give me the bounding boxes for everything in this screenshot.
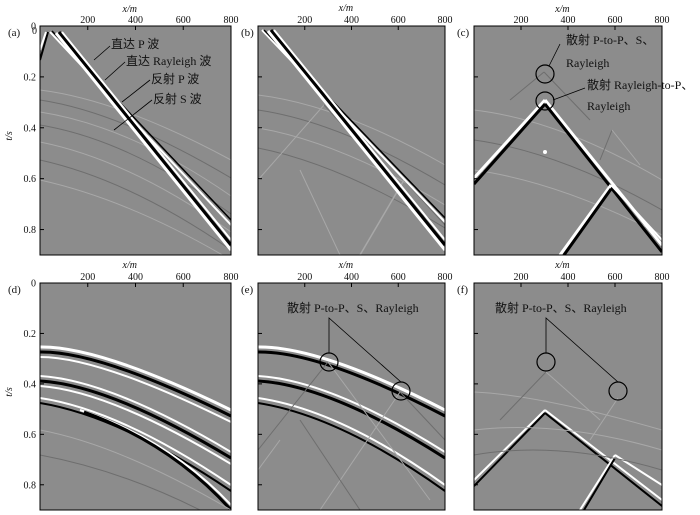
panel-c-leader-2 (552, 87, 586, 101)
panel-e-annotation-1: 散射 P-to-P、S、Rayleigh (287, 300, 419, 315)
panel-d-x-tick-label: 400 (128, 272, 143, 283)
panel-a-annotation-4: 反射 S 波 (153, 91, 202, 106)
panel-d-y-tick-label: 0 (31, 279, 36, 290)
panel-d-x-tick-label: 800 (224, 272, 239, 283)
panel-a-background (40, 26, 231, 255)
panel-d-y-tick-label: 0.8 (24, 480, 37, 491)
panel-c-x-tick-label: 800 (655, 15, 670, 26)
panel-c-scatter-marker-1 (535, 64, 555, 84)
panel-a: (a) 直达 P 波 直达 Rayleigh 波 反射 P 波 反射 S 波 (8, 25, 232, 256)
panel-c-annotation-3: 散射 Rayleigh-to-P、 (587, 77, 693, 92)
panel-a-y-tick-label: 0.8 (24, 225, 37, 236)
panel-d-y-tick-label: 0.4 (24, 379, 37, 390)
panel-e-background (258, 283, 445, 510)
panel-d-seismogram (40, 345, 231, 510)
panel-e-x-tick-label: 600 (391, 272, 406, 283)
panel-c-x-axis-label: x/m (554, 4, 569, 15)
panel-a-y-tick-label: 0.4 (24, 123, 37, 134)
panel-a-leader-1 (93, 45, 111, 61)
panel-f-label: (f) (457, 284, 468, 296)
panel-f-x-tick-label: 400 (561, 272, 576, 283)
panel-f-leader (545, 317, 619, 383)
panel-f-annotation-1: 散射 P-to-P、S、Rayleigh (495, 300, 627, 315)
panel-b-x-tick-label: 200 (297, 15, 312, 26)
panel-e-leader (328, 317, 402, 383)
panel-f-x-tick-label: 800 (655, 272, 670, 283)
panel-b: (b) (241, 25, 446, 256)
panel-a-x-tick-label: 400 (128, 15, 143, 26)
panel-e-x-tick-label: 400 (344, 272, 359, 283)
panel-c: (c) 散射 P-to-P、S、 Rayleigh 散射 Rayleigh-to… (457, 25, 693, 256)
panel-b-x-tick-label: 600 (391, 15, 406, 26)
panel-a-y-axis-label: t/s (4, 131, 15, 141)
panel-e-x-tick-label: 800 (438, 272, 453, 283)
panel-b-x-tick-label: 400 (344, 15, 359, 26)
panel-d-x-tick-label: 600 (176, 272, 191, 283)
panel-a-leader-3 (121, 79, 151, 103)
panel-a-annotation-2: 直达 Rayleigh 波 (126, 54, 211, 68)
panel-a-leader-4 (113, 99, 153, 131)
panel-c-x-tick-label: 600 (608, 15, 623, 26)
panel-a-x-axis-label: x/m (122, 4, 137, 15)
panel-d-label: (d) (8, 284, 21, 296)
panel-d: (d) (8, 282, 232, 511)
panel-c-leader-1 (548, 43, 561, 67)
panel-c-annotation-2: Rayleigh (566, 56, 609, 70)
panel-a-y-tick-label: 0.2 (24, 72, 37, 83)
panel-c-scatter-marker-2 (535, 91, 555, 111)
panel-a-annotation-3: 反射 P 波 (151, 71, 199, 86)
panel-a-x-tick-label: 600 (176, 15, 191, 26)
panel-e-label: (e) (241, 284, 254, 296)
panel-e-x-tick-label: 200 (297, 272, 312, 283)
panel-c-annotation-1: 散射 P-to-P、S、 (566, 32, 654, 47)
panel-d-y-axis-label: t/s (4, 387, 15, 397)
panel-b-x-axis-label: x/m (338, 3, 353, 14)
panel-a-y-tick-label: 0 (31, 22, 36, 33)
panel-a-x-tick-label: 800 (224, 15, 239, 26)
panel-d-y-tick-label: 0.6 (24, 430, 37, 441)
panel-a-annotation-1: 直达 P 波 (111, 37, 159, 51)
panel-c-annotation-4: Rayleigh (587, 99, 630, 113)
panel-c-x-tick-label: 400 (561, 15, 576, 26)
panel-c-background (474, 26, 662, 255)
panel-c-label: (c) (457, 27, 470, 39)
panel-d-y-tick-label: 0.2 (24, 329, 37, 340)
panel-e: (e) 散射 P-to-P、S、Rayleigh (241, 282, 446, 511)
panel-f-background (474, 283, 662, 510)
panel-b-seismogram (258, 29, 445, 255)
panel-a-x-origin-label: 0 (32, 26, 37, 37)
panel-f-x-axis-label: x/m (554, 260, 569, 271)
panel-c-seismogram (474, 71, 662, 255)
panel-a-seismogram (40, 30, 231, 255)
panel-e-x-axis-label: x/m (338, 260, 353, 271)
panel-c-x-tick-label: 200 (514, 15, 529, 26)
panel-a-leader-2 (104, 61, 126, 81)
panel-d-x-tick-label: 200 (80, 272, 95, 283)
panel-f-seismogram (474, 371, 662, 510)
panel-b-label: (b) (241, 27, 254, 39)
panel-f-x-tick-label: 600 (608, 272, 623, 283)
panel-b-x-tick-label: 800 (438, 15, 453, 26)
panel-a-y-tick-label: 0.6 (24, 174, 37, 185)
axes-layer: 200 400 600 800 x/m 0 0.2 0.4 0.6 0.8 t/s 200 400 600… (4, 3, 670, 491)
panel-f-x-tick-label: 200 (514, 272, 529, 283)
panel-b-background (258, 26, 445, 255)
panel-a-label: (a) (8, 27, 21, 39)
panel-d-x-axis-label: x/m (122, 260, 137, 271)
panel-f: (f) 散射 P-to-P、S、Rayleigh (457, 282, 663, 511)
panel-a-x-tick-label: 200 (80, 15, 95, 26)
